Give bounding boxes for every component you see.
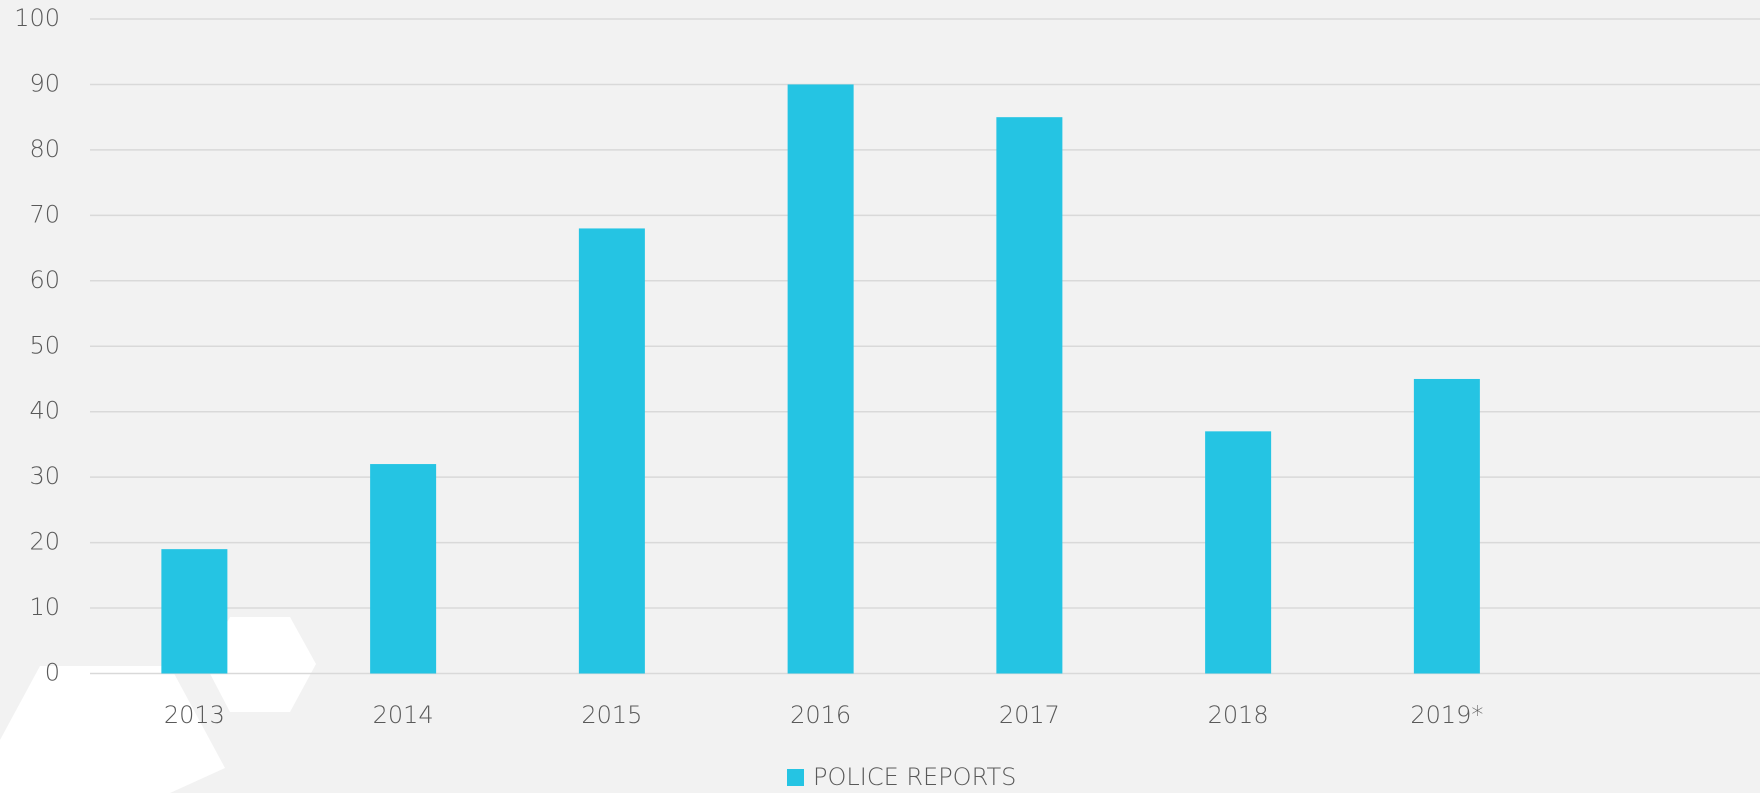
y-tick-label: 100 xyxy=(14,4,60,32)
y-tick-label: 20 xyxy=(29,528,60,556)
bar xyxy=(578,228,645,674)
y-tick-label: 50 xyxy=(29,331,60,359)
y-tick-label: 10 xyxy=(29,593,60,621)
y-tick-label: 40 xyxy=(29,397,60,425)
x-tick-label: 2014 xyxy=(373,701,434,729)
bar xyxy=(1205,431,1272,674)
legend-label: POLICE REPORTS xyxy=(813,763,1016,791)
x-tick-label: 2017 xyxy=(999,701,1060,729)
y-tick-label: 70 xyxy=(29,200,60,228)
x-tick-label: 2013 xyxy=(164,701,225,729)
decor-hexagon xyxy=(0,666,225,793)
y-tick-label: 0 xyxy=(45,659,60,687)
y-tick-label: 30 xyxy=(29,462,60,490)
plot: 0 10 20 30 40 50 60 70 80 90 100 2013 2014 2015 2016 20… xyxy=(14,4,1760,791)
y-tick-label: 80 xyxy=(29,135,60,163)
decor-hexagon xyxy=(205,617,316,712)
x-tick-label: 2018 xyxy=(1208,701,1269,729)
bar xyxy=(1413,378,1480,674)
x-tick-label: 2019* xyxy=(1410,701,1483,729)
y-tick-label: 60 xyxy=(29,266,60,294)
x-tick-label: 2015 xyxy=(581,701,642,729)
bar xyxy=(161,549,228,674)
bar xyxy=(787,84,854,674)
y-tick-label: 90 xyxy=(29,69,60,97)
bar xyxy=(370,464,437,674)
x-tick-label: 2016 xyxy=(790,701,851,729)
legend-swatch xyxy=(787,769,804,786)
bar xyxy=(996,117,1063,674)
